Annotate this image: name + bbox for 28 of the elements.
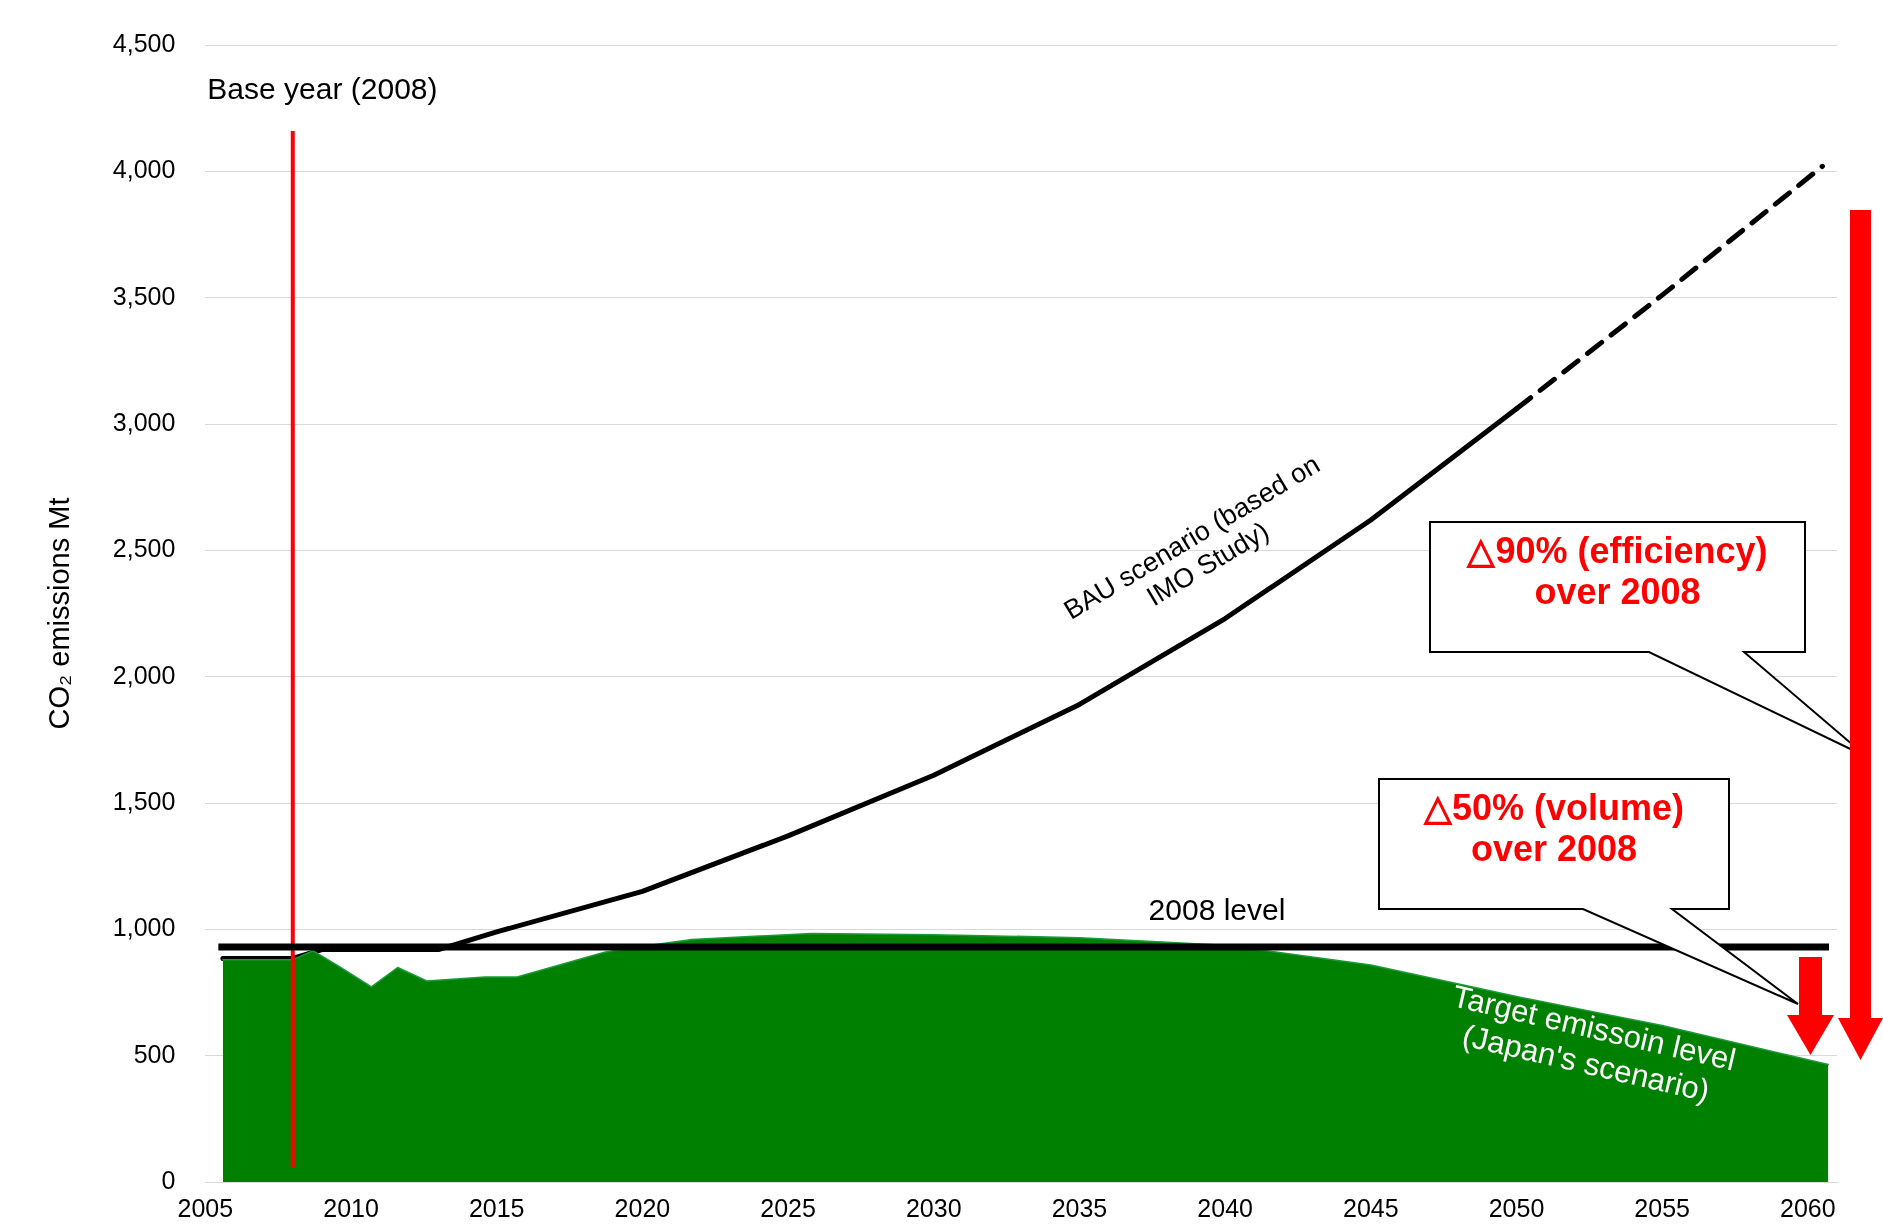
ref-line-label: 2008 level — [1148, 893, 1286, 927]
y-axis-title: CO₂ emissions Mt — [43, 497, 76, 730]
y-tick-label: 3,500 — [112, 281, 176, 310]
x-tick-label: 2010 — [323, 1193, 379, 1222]
x-tick-label: 2055 — [1634, 1193, 1690, 1222]
x-tick-label: 2005 — [177, 1193, 234, 1222]
x-tick-label: 2035 — [1051, 1193, 1108, 1222]
y-tick-label: 3,000 — [112, 407, 176, 436]
y-tick-label: 2,500 — [112, 534, 176, 563]
y-tick-label: 500 — [133, 1039, 176, 1068]
x-tick-label: 2030 — [905, 1193, 962, 1222]
series-label: Target emissoin level (Japan's scenario) — [1448, 977, 1741, 1111]
x-tick-label: 2020 — [614, 1193, 671, 1222]
y-tick-label: 1,000 — [112, 913, 176, 942]
y-tick-label: 0 — [161, 1165, 176, 1194]
annotation: △90% (efficiency) over 2008 — [1465, 530, 1769, 613]
x-tick-label: 2060 — [1780, 1193, 1836, 1222]
annotation: △50% (volume) over 2008 — [1422, 787, 1686, 870]
x-tick-label: 2040 — [1197, 1193, 1253, 1222]
y-tick-label: 4,500 — [112, 28, 176, 57]
x-tick-label: 2025 — [760, 1193, 816, 1222]
x-tick-label: 2045 — [1343, 1193, 1399, 1222]
x-tick-label: 2050 — [1488, 1193, 1545, 1222]
ref-line-label: Base year (2008) — [207, 72, 438, 106]
y-tick-label: 2,000 — [112, 660, 176, 689]
x-tick-label: 2015 — [468, 1193, 525, 1222]
y-tick-label: 1,500 — [112, 786, 176, 815]
y-tick-label: 4,000 — [112, 155, 176, 184]
